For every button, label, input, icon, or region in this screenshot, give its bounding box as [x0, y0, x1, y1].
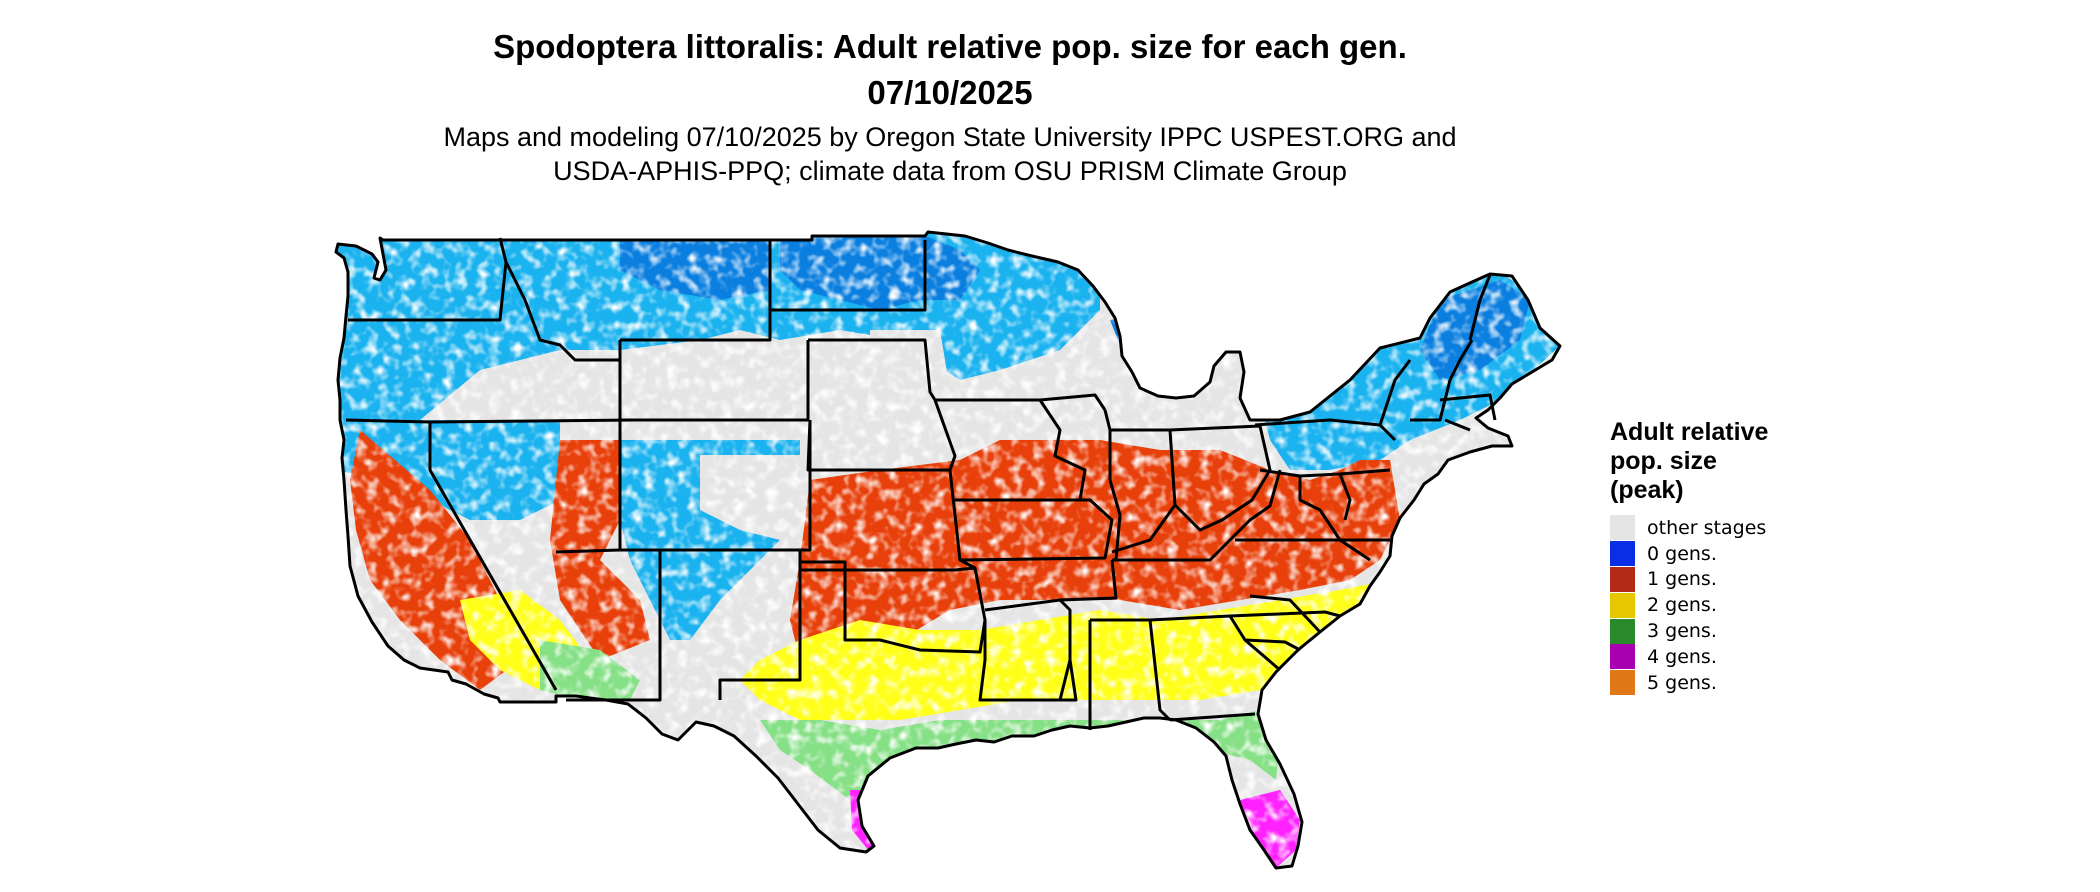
map-texture [336, 232, 1560, 868]
legend-label: 2 gens. [1647, 594, 1717, 617]
legend-title-line-1: Adult relative [1610, 418, 1769, 446]
legend-item: 4 gens. [1610, 644, 1850, 670]
legend-item: 3 gens. [1610, 618, 1850, 644]
legend-item: other stages [1610, 515, 1850, 541]
legend-label: 4 gens. [1647, 645, 1717, 668]
title-line-2: 07/10/2025 [867, 74, 1033, 111]
legend-swatch [1610, 618, 1635, 644]
legend-swatch [1610, 566, 1635, 592]
legend-label: 0 gens. [1647, 542, 1717, 565]
title-line-1: Spodoptera littoralis: Adult relative po… [493, 28, 1407, 65]
legend-item: 5 gens. [1610, 670, 1850, 696]
legend-label: 3 gens. [1647, 620, 1717, 643]
legend-item: 0 gens. [1610, 541, 1850, 567]
legend-item: 1 gens. [1610, 566, 1850, 593]
legend-title: Adult relative pop. size (peak) [1610, 418, 1850, 505]
country-outline [334, 230, 1562, 870]
legend-swatch [1610, 670, 1635, 696]
legend-swatch [1610, 541, 1635, 567]
legend: Adult relative pop. size (peak) other st… [1610, 418, 1850, 696]
legend-title-line-3: (peak) [1610, 476, 1684, 504]
legend-label: 5 gens. [1647, 671, 1717, 694]
subtitle-line-1: Maps and modeling 07/10/2025 by Oregon S… [443, 122, 1457, 152]
legend-swatch [1610, 592, 1635, 618]
legend-swatch [1610, 515, 1635, 541]
legend-label: other stages [1647, 516, 1767, 539]
map-fill-layer [336, 232, 1560, 868]
legend-items: other stages 0 gens. 1 gens. 2 gens. 3 gens.… [1610, 515, 1850, 696]
legend-title-line-2: pop. size [1610, 447, 1717, 475]
legend-label: 1 gens. [1647, 568, 1717, 591]
map-subtitle: Maps and modeling 07/10/2025 by Oregon S… [0, 120, 1900, 188]
legend-item: 2 gens. [1610, 592, 1850, 618]
subtitle-line-2: USDA-APHIS-PPQ; climate data from OSU PR… [553, 156, 1347, 186]
us-pest-map [334, 230, 1562, 870]
map-title: Spodoptera littoralis: Adult relative po… [0, 24, 1900, 116]
legend-swatch [1610, 644, 1635, 670]
state-borders [334, 230, 1562, 870]
